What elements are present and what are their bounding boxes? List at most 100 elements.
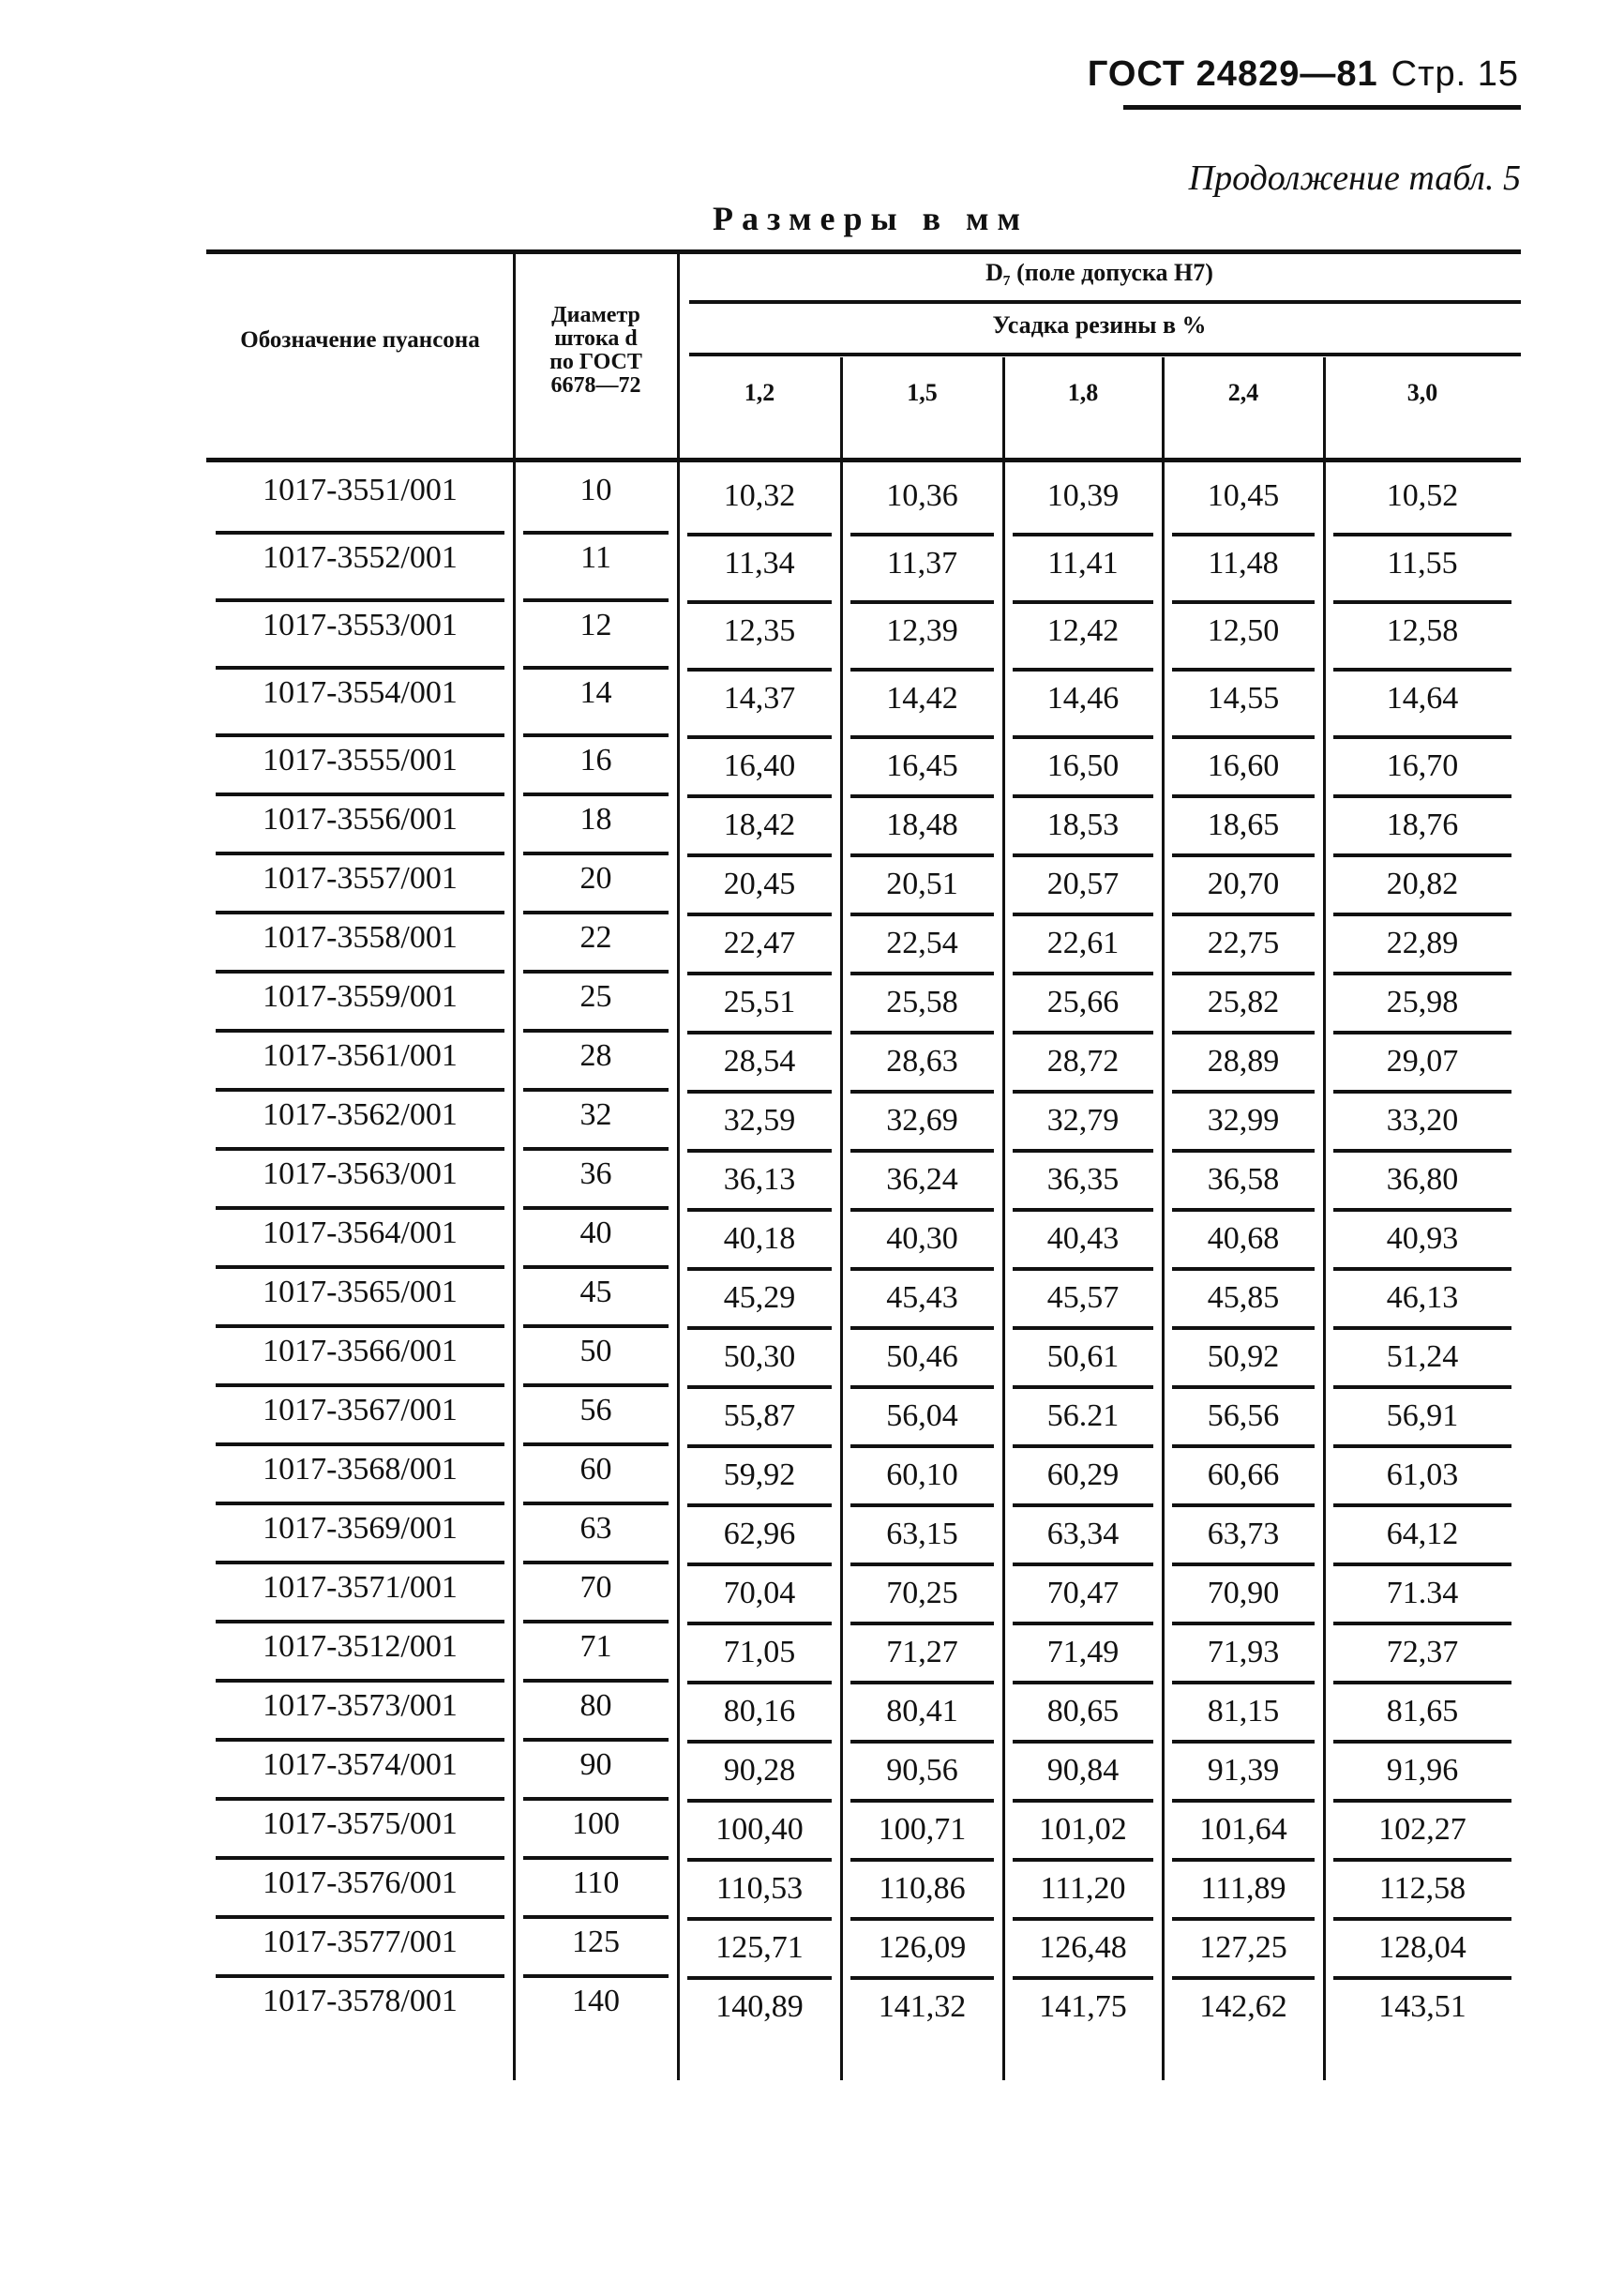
cell-text: 1017-3555/001: [263, 743, 458, 778]
cell-text: 111,89: [1200, 1871, 1286, 1906]
cell-underline: [216, 1679, 504, 1683]
cell-underline: [216, 733, 504, 737]
cell-underline: [523, 1561, 669, 1564]
cell-designation: 1017-3573/001: [206, 1688, 514, 1742]
cell-underline: [523, 666, 669, 670]
cell-underline: [687, 1326, 832, 1330]
cell-underline: [1172, 1622, 1315, 1625]
cell-underline: [1013, 1799, 1153, 1803]
cell-designation: 1017-3553/001: [206, 608, 514, 670]
cell-d7-value: 36,58: [1163, 1162, 1324, 1212]
cell-text: 63,34: [1046, 1517, 1120, 1551]
cell-underline: [1013, 794, 1153, 798]
cell-d7-value: 90,56: [841, 1753, 1003, 1803]
cell-text: 126,09: [878, 1930, 967, 1965]
cell-underline: [687, 735, 832, 739]
cell-text: 10,32: [723, 478, 796, 513]
cell-underline: [1013, 1149, 1153, 1153]
cell-underline: [1013, 1444, 1153, 1448]
cell-underline: [850, 1976, 994, 1980]
cell-d7-value: 100,71: [841, 1812, 1003, 1862]
cell-underline: [216, 1265, 504, 1269]
cell-d7-value: 60,66: [1163, 1457, 1324, 1507]
cell-text: 18,53: [1046, 808, 1120, 842]
cell-text: 1017-3552/001: [263, 540, 458, 575]
cell-text: 12,42: [1046, 613, 1120, 648]
cell-d7-value: 63,73: [1163, 1517, 1324, 1566]
column-divider: [513, 254, 516, 2080]
cell-text: 10,36: [886, 478, 958, 513]
cell-designation: 1017-3551/001: [206, 473, 514, 535]
cell-underline: [1172, 1917, 1315, 1921]
cell-d7-value: 25,82: [1163, 985, 1324, 1034]
cell-designation: 1017-3512/001: [206, 1629, 514, 1683]
page-number: Стр. 15: [1391, 54, 1519, 94]
cell-underline: [1333, 794, 1511, 798]
cell-d7-value: 45,29: [678, 1280, 841, 1330]
cell-d7-value: 126,09: [841, 1930, 1003, 1980]
cell-d7-value: 143,51: [1324, 1989, 1521, 2025]
cell-designation: 1017-3564/001: [206, 1215, 514, 1269]
cell-underline: [523, 1620, 669, 1623]
cell-text: 40,18: [723, 1221, 796, 1256]
cell-text: 12,39: [886, 613, 958, 648]
cell-text: 51,24: [1386, 1339, 1459, 1374]
cell-text: 125,71: [715, 1930, 804, 1965]
cell-text: 28,72: [1046, 1044, 1120, 1079]
cell-text: 36,80: [1386, 1162, 1459, 1197]
cell-text: 1017-3512/001: [263, 1629, 458, 1664]
cell-underline: [216, 1147, 504, 1151]
cell-text: 10,39: [1046, 478, 1120, 513]
cell-text: 36,24: [886, 1162, 958, 1197]
cell-underline: [850, 1267, 994, 1271]
cell-text: 50,46: [886, 1339, 958, 1374]
cell-text: 141,32: [878, 1989, 967, 2024]
cell-d7-value: 111,89: [1163, 1871, 1324, 1921]
cell-designation: 1017-3563/001: [206, 1156, 514, 1210]
cell-d7-value: 56,04: [841, 1398, 1003, 1448]
cell-text: 36,58: [1207, 1162, 1280, 1197]
cell-text: 29,07: [1386, 1044, 1459, 1079]
column-divider: [1002, 357, 1005, 2080]
cell-text: 1017-3575/001: [263, 1806, 458, 1841]
cell-underline: [687, 1385, 832, 1389]
cell-d7-value: 16,60: [1163, 748, 1324, 798]
cell-underline: [1172, 1385, 1315, 1389]
cell-underline: [1172, 1090, 1315, 1094]
cell-text: 18,76: [1386, 808, 1459, 842]
cell-text: 20: [579, 861, 612, 896]
cell-underline: [687, 1031, 832, 1034]
cell-d7-value: 20,51: [841, 867, 1003, 916]
cell-text: 1017-3573/001: [263, 1688, 458, 1723]
cell-underline: [1013, 533, 1153, 536]
cell-underline: [687, 1681, 832, 1684]
cell-designation: 1017-3575/001: [206, 1806, 514, 1860]
cell-underline: [850, 600, 994, 604]
cell-text: 1017-3553/001: [263, 608, 458, 642]
cell-text: 140,89: [715, 1989, 804, 2024]
cell-d7-value: 18,76: [1324, 808, 1521, 857]
cell-underline: [1172, 1267, 1315, 1271]
cell-d7-value: 71,27: [841, 1635, 1003, 1684]
cell-underline: [1172, 600, 1315, 604]
cell-text: 28,54: [723, 1044, 796, 1079]
cell-d7-value: 50,61: [1003, 1339, 1163, 1389]
cell-text: 91,39: [1207, 1753, 1280, 1788]
cell-underline: [1013, 735, 1153, 739]
cell-text: 55,87: [723, 1398, 796, 1433]
cell-underline: [850, 1740, 994, 1744]
cell-designation: 1017-3569/001: [206, 1511, 514, 1564]
cell-underline: [1172, 1149, 1315, 1153]
cell-underline: [1333, 735, 1511, 739]
cell-d7-value: 14,64: [1324, 681, 1521, 739]
cell-designation: 1017-3554/001: [206, 675, 514, 737]
cell-underline: [687, 1622, 832, 1625]
cell-d7-value: 20,57: [1003, 867, 1163, 916]
cell-text: 14,42: [886, 681, 958, 716]
cell-underline: [216, 970, 504, 974]
cell-rod-diameter: 40: [514, 1215, 678, 1269]
cell-underline: [850, 853, 994, 857]
cell-text: 32: [579, 1097, 612, 1132]
cell-underline: [1172, 1031, 1315, 1034]
cell-d7-value: 70,04: [678, 1576, 841, 1625]
